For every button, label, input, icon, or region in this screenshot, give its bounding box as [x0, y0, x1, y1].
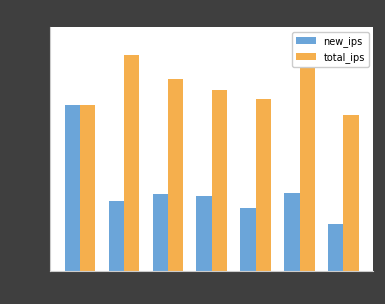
Bar	[284, 193, 300, 271]
Bar	[300, 39, 315, 271]
Bar	[152, 195, 168, 271]
Legend: new_ips, total_ips: new_ips, total_ips	[292, 32, 368, 67]
Bar	[65, 105, 80, 271]
Bar	[343, 115, 359, 271]
Bar	[168, 79, 183, 271]
Bar	[196, 196, 212, 271]
Bar	[212, 90, 227, 271]
Bar	[328, 224, 343, 271]
Bar	[240, 208, 256, 271]
Bar	[256, 98, 271, 271]
Bar	[124, 56, 139, 271]
Bar	[109, 201, 124, 271]
Bar	[80, 105, 95, 271]
